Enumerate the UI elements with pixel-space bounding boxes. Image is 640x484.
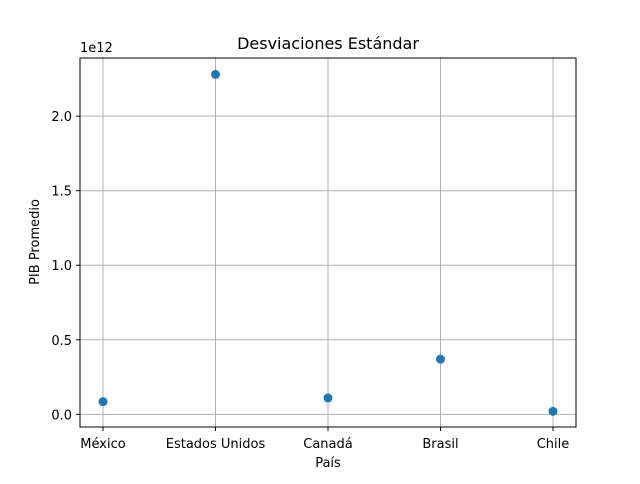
scatter-point — [98, 397, 108, 407]
y-tick-label: 1.5 — [51, 185, 72, 200]
x-tick-label: Estados Unidos — [166, 437, 266, 452]
points-layer — [98, 69, 558, 416]
grid-layer — [80, 58, 576, 427]
x-tick-label: México — [80, 437, 125, 452]
scatter-point — [436, 354, 445, 364]
x-tick-label: Chile — [537, 437, 570, 452]
y-tick-label: 0.0 — [51, 408, 72, 423]
y-tick-label: 2.0 — [51, 110, 72, 125]
x-tick-label: Canadá — [303, 437, 352, 452]
chart-title: Desviaciones Estándar — [237, 34, 419, 53]
scatter-point — [548, 406, 558, 416]
y-tick-label: 1.0 — [51, 259, 72, 274]
x-tick-label: Brasil — [422, 437, 458, 452]
scatter-point — [211, 69, 220, 79]
scatter-point — [323, 393, 333, 403]
y-axis-offset-label: 1e12 — [80, 41, 113, 56]
y-axis-label: PIB Promedio — [28, 199, 43, 285]
ticks-layer: México Estados Unidos Canadá Brasil Chile 0.0… — [51, 110, 569, 452]
y-tick-label: 0.5 — [51, 334, 72, 349]
x-axis-label: País — [315, 456, 341, 471]
